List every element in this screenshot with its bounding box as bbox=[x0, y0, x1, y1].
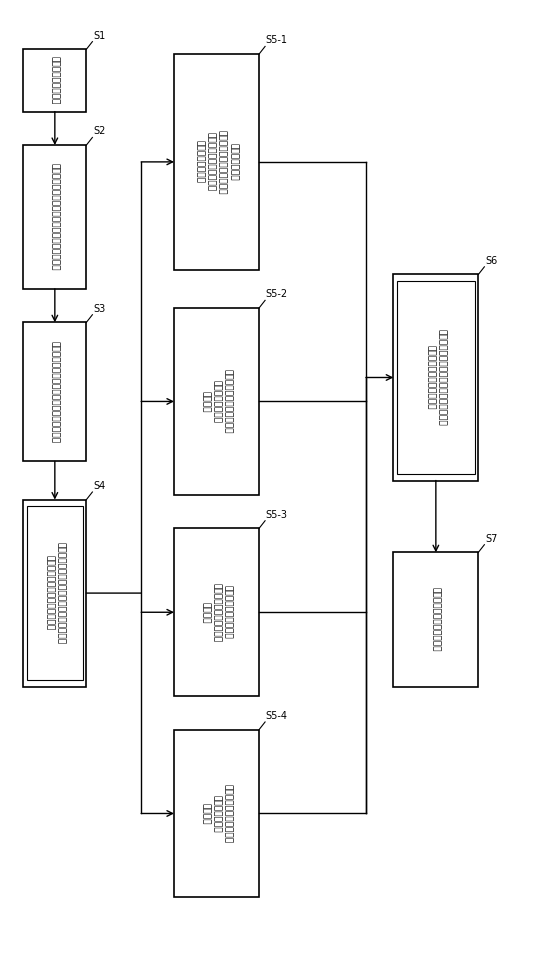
Text: 静止画像に撮影された注目人物を検出する: 静止画像に撮影された注目人物を検出する bbox=[50, 341, 60, 443]
Text: S7: S7 bbox=[485, 533, 498, 544]
Bar bbox=[174, 729, 259, 898]
Text: S5-2: S5-2 bbox=[266, 289, 288, 300]
Text: 動画像における
注目人物の動きを分析し、
注目人物の動作に対する
評価値を算出する: 動画像における 注目人物の動きを分析し、 注目人物の動作に対する 評価値を算出す… bbox=[196, 130, 237, 194]
Bar bbox=[174, 529, 259, 696]
Bar bbox=[393, 275, 478, 480]
Text: 動画像の重要度を判定し、
重要度の評価値を
算出する: 動画像の重要度を判定し、 重要度の評価値を 算出する bbox=[201, 369, 232, 433]
Text: S5-1: S5-1 bbox=[266, 36, 288, 45]
Bar bbox=[23, 145, 87, 289]
Text: 総合評価値が閾値以上である静止画像の
静止画像データを出力する: 総合評価値が閾値以上である静止画像の 静止画像データを出力する bbox=[426, 329, 446, 426]
Text: S2: S2 bbox=[93, 127, 105, 136]
Bar bbox=[393, 553, 478, 686]
Text: 注目人物を登録する: 注目人物を登録する bbox=[50, 57, 60, 105]
Text: S3: S3 bbox=[93, 304, 105, 314]
Text: 動画像の画質を判定し、
画質の評価値を
算出する: 動画像の画質を判定し、 画質の評価値を 算出する bbox=[201, 784, 232, 843]
Bar bbox=[27, 506, 83, 679]
Text: 動画像における注目人物の動きを追跡して
注目人物の運動軌跡を検出する: 動画像における注目人物の動きを追跡して 注目人物の運動軌跡を検出する bbox=[45, 542, 65, 644]
Bar bbox=[397, 282, 474, 474]
Text: S4: S4 bbox=[93, 481, 105, 491]
Text: S5-3: S5-3 bbox=[266, 509, 288, 520]
Text: S6: S6 bbox=[485, 256, 497, 266]
Text: S5-4: S5-4 bbox=[266, 711, 288, 721]
Text: 動画像の構図の良否を
分析し、構図の評価値を
算出する: 動画像の構図の良否を 分析し、構図の評価値を 算出する bbox=[201, 582, 232, 642]
Text: S1: S1 bbox=[93, 31, 105, 40]
Bar bbox=[23, 500, 87, 686]
Text: 動画像データから静止画像データを抽出する: 動画像データから静止画像データを抽出する bbox=[50, 163, 60, 271]
Bar bbox=[174, 54, 259, 270]
Bar bbox=[23, 322, 87, 461]
Bar bbox=[23, 49, 87, 111]
Text: 静止画像の天地を補正する: 静止画像の天地を補正する bbox=[431, 587, 440, 652]
Bar bbox=[174, 308, 259, 495]
